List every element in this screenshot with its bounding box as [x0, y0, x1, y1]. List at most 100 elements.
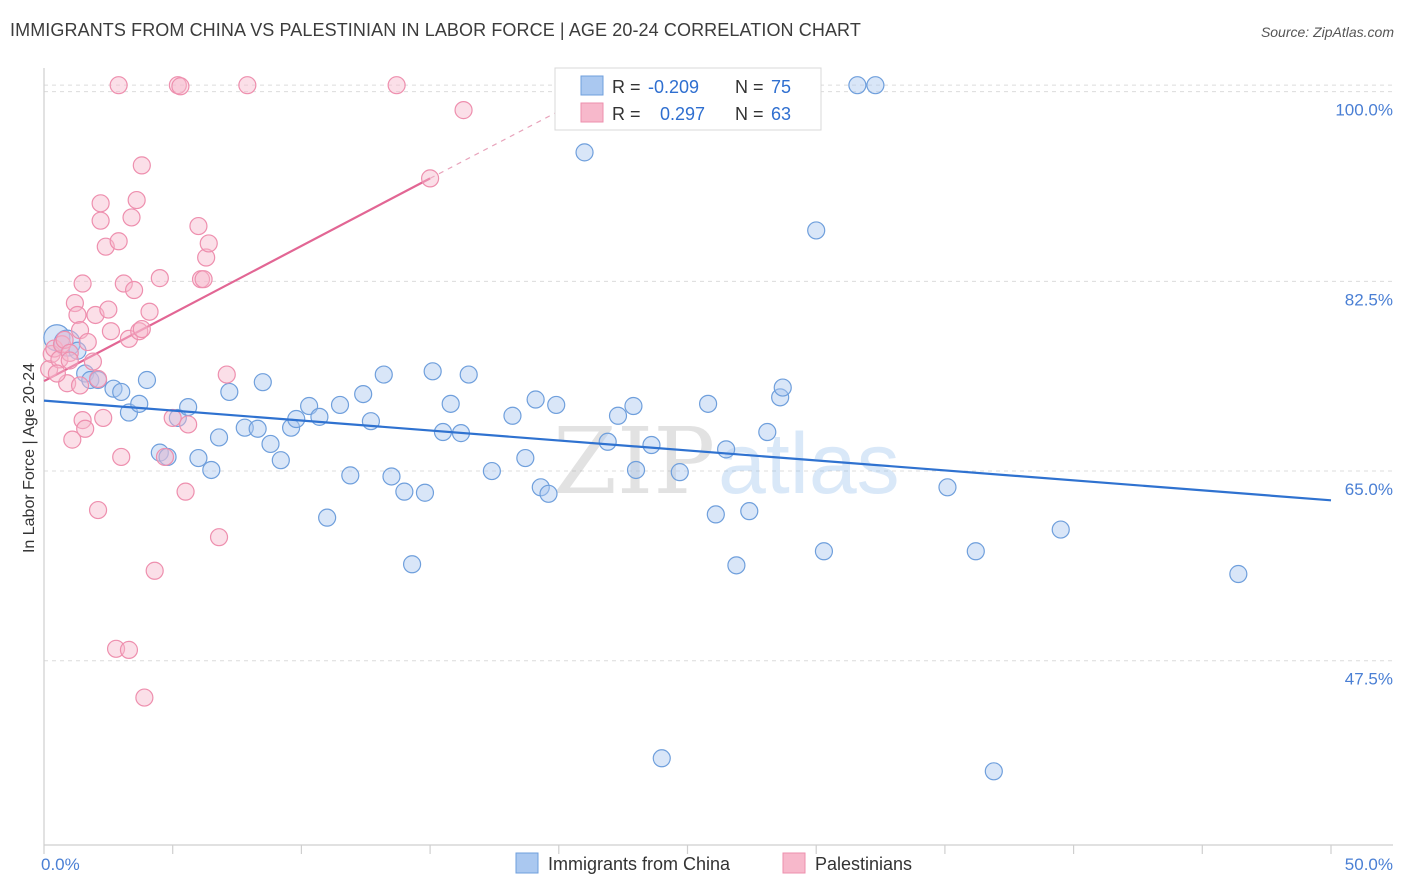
- china-point: [137, 370, 157, 390]
- palestinians-point: [135, 688, 154, 707]
- china-point: [503, 406, 522, 425]
- china-point: [130, 394, 149, 413]
- palestinians-n-value: 63: [771, 104, 791, 124]
- china-point: [966, 542, 985, 561]
- palestinians-point: [145, 561, 164, 580]
- palestinians-point: [63, 430, 82, 449]
- bottom-legend: Immigrants from China Palestinians: [515, 852, 912, 874]
- palestinians-trend-line: [43, 177, 431, 383]
- gridlines: [44, 84, 1393, 662]
- palestinians-point: [112, 447, 131, 467]
- china-point: [112, 382, 131, 402]
- palestinians-point: [127, 190, 146, 210]
- china-point: [1229, 564, 1248, 584]
- palestinians-point: [124, 280, 144, 300]
- palestinians-n-label: N =: [735, 104, 764, 124]
- china-point: [209, 428, 229, 447]
- palestinians-point: [176, 482, 195, 501]
- palestinians-point: [101, 322, 121, 341]
- y-axis-title: In Labor Force | Age 20-24: [21, 363, 38, 553]
- china-point: [740, 502, 759, 521]
- palestinians-trend-group: [43, 110, 560, 383]
- chart-title: IMMIGRANTS FROM CHINA VS PALESTINIAN IN …: [10, 20, 861, 40]
- bottom-legend-palestinians-swatch: [782, 852, 806, 874]
- china-point: [706, 505, 725, 524]
- china-trend-group: [43, 399, 1332, 502]
- palestinians-point: [109, 76, 128, 95]
- bottom-legend-palestinians-label: Palestinians: [815, 854, 912, 874]
- china-legend-swatch: [580, 75, 604, 96]
- immigrants-from-china-points: [43, 76, 1248, 781]
- palestinians-point: [91, 211, 110, 230]
- watermark: ZIP atlas: [553, 408, 900, 515]
- china-trend-line: [43, 399, 1332, 502]
- china-point: [773, 378, 792, 397]
- palestinians-point: [91, 194, 110, 213]
- y-tick-label-1: 65.0%: [1345, 480, 1393, 499]
- palestinians-point: [70, 376, 90, 395]
- x-tick-label-0: 0.0%: [41, 855, 80, 874]
- china-n-label: N =: [735, 77, 764, 97]
- china-point: [642, 435, 661, 455]
- china-point: [814, 542, 834, 561]
- palestinians-point: [83, 352, 103, 371]
- axes: [43, 68, 1393, 854]
- china-point: [717, 440, 736, 459]
- china-point: [341, 466, 360, 485]
- palestinians-trend-extension: [429, 110, 560, 179]
- china-point: [402, 555, 422, 574]
- china-point: [539, 484, 558, 503]
- palestinians-point: [194, 270, 213, 289]
- palestinians-point: [132, 319, 151, 339]
- china-point: [382, 467, 401, 486]
- palestinians-point: [209, 528, 229, 547]
- palestinians-point: [189, 216, 208, 236]
- palestinians-point: [106, 639, 126, 658]
- palestinians-point: [119, 640, 139, 659]
- palestinians-r-label: R =: [612, 104, 641, 124]
- china-point: [848, 76, 867, 95]
- palestinians-point: [60, 351, 79, 370]
- palestinians-point: [217, 365, 236, 384]
- palestinians-point: [76, 419, 95, 438]
- x-tick-label-1: 50.0%: [1345, 855, 1393, 874]
- palestinians-point: [47, 364, 66, 383]
- china-point: [330, 395, 350, 415]
- china-point: [81, 370, 100, 390]
- china-point: [261, 434, 280, 454]
- bottom-legend-china-label: Immigrants from China: [548, 854, 731, 874]
- palestinians-point: [99, 300, 118, 319]
- source-label: Source: ZipAtlas.com: [1260, 24, 1394, 40]
- palestinians-point: [68, 305, 87, 325]
- palestinians-point: [199, 234, 218, 253]
- china-point: [984, 762, 1003, 781]
- palestinians-point: [78, 332, 97, 352]
- china-point: [374, 365, 393, 384]
- china-point: [189, 448, 208, 468]
- palestinians-point: [73, 274, 92, 293]
- china-point: [423, 362, 442, 381]
- palestinians-point: [122, 208, 141, 227]
- china-point: [235, 418, 254, 437]
- china-point: [624, 396, 643, 416]
- palestinians-point: [454, 101, 473, 120]
- y-tick-label-0: 47.5%: [1345, 670, 1393, 689]
- china-point: [354, 384, 373, 404]
- y-tick-label-2: 82.5%: [1345, 290, 1393, 309]
- china-point: [608, 406, 628, 425]
- palestinians-points: [40, 76, 473, 707]
- china-point: [202, 460, 221, 480]
- china-point: [547, 395, 566, 415]
- palestinians-point: [163, 408, 182, 428]
- china-r-value: -0.209: [648, 77, 699, 97]
- palestinians-point: [114, 274, 133, 293]
- china-point: [459, 365, 478, 384]
- palestinians-point: [150, 269, 169, 288]
- china-n-value: 75: [771, 77, 791, 97]
- palestinians-point: [119, 329, 139, 348]
- china-point: [698, 394, 718, 413]
- palestinians-point: [197, 248, 216, 267]
- china-point: [395, 482, 414, 501]
- china-point: [526, 390, 545, 409]
- china-point: [670, 463, 689, 482]
